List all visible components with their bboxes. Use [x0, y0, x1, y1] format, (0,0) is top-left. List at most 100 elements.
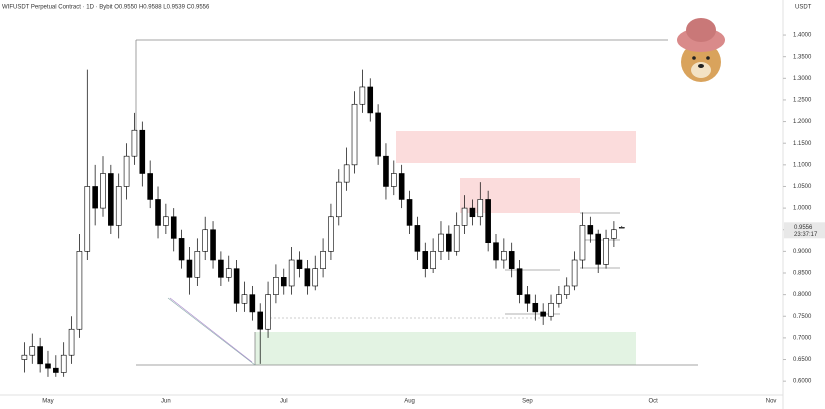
candle-body: [312, 268, 319, 287]
chart-title: WIFUSDT Perpetual Contract · 1D · Bybit …: [2, 5, 210, 11]
candle-body: [579, 225, 586, 261]
candle-body: [335, 181, 342, 218]
price-tag: [784, 222, 825, 239]
candle-body: [508, 251, 515, 269]
candle-body: [29, 346, 36, 356]
candle-body: [438, 233, 444, 252]
candle-body: [241, 294, 248, 304]
candle-body: [414, 225, 421, 252]
x-tick-label: Jun: [161, 399, 171, 405]
candle-body: [603, 238, 609, 265]
candle-body: [92, 186, 98, 209]
candle-body: [343, 164, 350, 183]
candle-body: [218, 259, 224, 278]
y-tick-label: 0.9000: [793, 249, 812, 255]
candle-body: [280, 277, 287, 287]
candle-body: [367, 86, 374, 114]
candle-body: [328, 216, 334, 252]
y-tick-label: 0.8000: [793, 292, 812, 298]
candle-body: [611, 229, 617, 239]
candle-body: [37, 346, 43, 365]
candle-body: [288, 259, 295, 287]
candle-body: [53, 367, 59, 373]
candle-body: [595, 233, 601, 265]
trend-line: [169, 297, 253, 363]
candle-body: [406, 199, 413, 226]
candle-body: [351, 103, 358, 166]
y-tick-label: 1.1000: [793, 162, 812, 168]
candle-body: [163, 216, 169, 226]
candle-body: [147, 173, 153, 200]
candle-body: [461, 207, 468, 226]
candle-body: [84, 186, 91, 252]
candle-body: [21, 354, 28, 360]
candle-body: [571, 259, 578, 287]
avatar: [677, 18, 725, 82]
price-tag-value: 0.9556: [794, 225, 813, 231]
candle-body: [108, 173, 114, 226]
candle-body: [587, 225, 594, 235]
candle-body: [304, 268, 311, 287]
candle-body: [45, 363, 51, 369]
y-axis-label: USDT: [795, 5, 812, 11]
y-tick-label: 1.1500: [793, 141, 812, 147]
candle-body: [115, 186, 122, 226]
candle-body: [375, 112, 381, 157]
candle-body: [68, 328, 75, 356]
candle-body: [383, 155, 389, 187]
candle-body: [532, 302, 539, 313]
x-tick-label: Sep: [522, 399, 533, 405]
candle-body: [296, 259, 303, 269]
candle-body: [194, 251, 201, 278]
x-tick-label: Aug: [404, 399, 415, 405]
candle-body: [131, 129, 138, 157]
y-tick-label: 1.4000: [793, 33, 812, 39]
candle-body: [563, 285, 570, 295]
y-tick-label: 1.0500: [793, 184, 812, 190]
y-tick-label: 0.8500: [793, 271, 812, 277]
candle-body: [249, 294, 256, 313]
candle-body: [469, 207, 476, 218]
candle-body: [155, 199, 161, 226]
candle-body: [524, 294, 531, 304]
candle-body: [501, 251, 507, 261]
supply-zone: [396, 131, 636, 163]
y-tick-label: 1.3500: [793, 54, 812, 60]
candle-body: [556, 294, 562, 304]
y-tick-label: 0.7500: [793, 314, 812, 320]
candle-body: [453, 225, 460, 252]
candle-body: [320, 251, 326, 269]
candle-body: [257, 311, 264, 330]
candle-body: [100, 173, 106, 209]
candle-body: [139, 129, 146, 174]
candle-body: [493, 242, 499, 261]
candle-body: [210, 229, 216, 261]
y-tick-label: 1.2500: [793, 98, 812, 104]
candle-body: [359, 86, 366, 105]
candle-body: [398, 173, 405, 200]
x-tick-label: Nov: [766, 399, 777, 405]
candle-body: [186, 259, 193, 278]
y-tick-label: 0.7000: [793, 335, 812, 341]
x-tick-label: Oct: [649, 399, 659, 405]
candle-body: [430, 251, 436, 269]
candle-body: [225, 268, 232, 278]
candle-body: [477, 199, 484, 218]
candle-body: [265, 294, 271, 330]
candle-body: [548, 302, 554, 317]
candle-body: [170, 216, 177, 239]
x-tick-label: May: [42, 399, 53, 405]
candle-body: [123, 155, 130, 187]
price-tag-countdown: 23:37:17: [794, 232, 818, 238]
candle-body: [178, 238, 185, 261]
candle-body: [446, 233, 452, 252]
candle-body: [76, 251, 83, 330]
y-tick-label: 1.2000: [793, 119, 812, 125]
demand-zone: [255, 332, 636, 365]
candle-body: [233, 268, 240, 304]
candle-body: [391, 173, 397, 187]
candle-body: [60, 354, 67, 373]
candle-body: [202, 229, 208, 252]
